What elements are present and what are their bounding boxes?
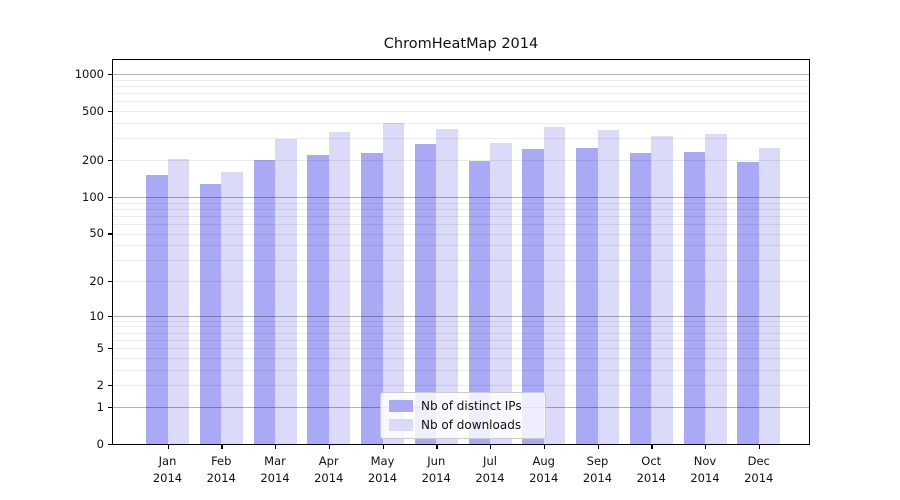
bar-distinct-ips-aug — [522, 149, 544, 444]
bar-downloads-oct — [651, 136, 673, 444]
bar-distinct-ips-mar — [253, 160, 275, 444]
y-tick-label-20: 20 — [89, 273, 104, 288]
x-tick-label-nov: Nov 2014 — [690, 454, 720, 485]
x-tick-mark — [758, 445, 761, 449]
legend-item-downloads: Nb of downloads — [389, 418, 537, 432]
x-tick-mark — [436, 445, 438, 449]
bar-downloads-nov — [705, 134, 727, 444]
y-tick-mark — [108, 160, 112, 162]
y-tick-mark — [108, 74, 112, 76]
y-tick-label-5: 5 — [96, 341, 104, 356]
y-tick-label-200: 200 — [82, 153, 104, 168]
bar-distinct-ips-oct — [629, 153, 652, 444]
bar-downloads-apr — [328, 131, 351, 444]
bar-distinct-ips-feb — [199, 183, 222, 444]
y-tick-mark — [108, 348, 112, 350]
legend-item-distinct-ips: Nb of distinct IPs — [389, 399, 537, 413]
x-tick-label-mar: Mar 2014 — [260, 454, 290, 485]
bars-layer — [113, 60, 809, 444]
x-tick-label-jan: Jan 2014 — [152, 454, 183, 485]
bar-distinct-ips-apr — [307, 154, 329, 444]
plot-area: Nb of distinct IPs Nb of downloads — [112, 59, 810, 445]
y-tick-label-2: 2 — [96, 378, 104, 393]
y-tick-mark — [108, 444, 112, 446]
x-tick-mark — [490, 445, 492, 449]
legend-swatch-downloads — [389, 419, 413, 431]
y-tick-label-100: 100 — [82, 189, 104, 204]
x-tick-mark — [167, 445, 169, 449]
y-tick-label-10: 10 — [89, 308, 104, 323]
bar-downloads-feb — [221, 171, 243, 444]
bar-downloads-sep — [597, 130, 619, 444]
y-tick-mark — [108, 315, 112, 317]
x-tick-label-sep: Sep 2014 — [582, 454, 613, 485]
bar-distinct-ips-nov — [683, 151, 705, 444]
bar-distinct-ips-sep — [576, 147, 598, 444]
bar-downloads-aug — [543, 127, 566, 444]
y-tick-mark — [108, 385, 112, 387]
bar-downloads-jan — [167, 158, 189, 444]
bar-downloads-may — [382, 122, 404, 444]
y-tick-label-1: 1 — [96, 399, 104, 414]
x-tick-label-feb: Feb 2014 — [206, 454, 236, 485]
x-tick-mark — [705, 445, 707, 449]
x-tick-mark — [382, 445, 384, 449]
bar-distinct-ips-may — [361, 152, 383, 444]
x-tick-mark — [275, 445, 277, 449]
bar-downloads-mar — [275, 139, 297, 444]
x-tick-mark — [597, 445, 599, 449]
y-tick-label-1000: 1000 — [74, 67, 104, 82]
x-tick-label-oct: Oct 2014 — [636, 454, 666, 485]
bar-distinct-ips-jul — [468, 160, 490, 444]
legend-swatch-distinct-ips — [389, 400, 413, 412]
x-tick-label-jun: Jun 2014 — [421, 454, 451, 485]
bar-distinct-ips-jun — [414, 144, 437, 444]
bar-distinct-ips-dec — [737, 161, 759, 444]
y-tick-mark — [108, 280, 112, 283]
y-tick-label-0: 0 — [96, 437, 104, 451]
chart-title: ChromHeatMap 2014 — [383, 36, 539, 52]
y-tick-mark — [108, 406, 112, 409]
x-tick-label-dec: Dec 2014 — [744, 454, 774, 485]
y-tick-mark — [108, 196, 112, 199]
x-tick-label-may: May 2014 — [367, 454, 398, 485]
legend-label: Nb of downloads — [421, 418, 522, 432]
x-tick-mark — [221, 445, 223, 449]
bar-downloads-dec — [758, 147, 781, 444]
x-tick-label-jul: Jul 2014 — [475, 454, 505, 485]
x-tick-label-aug: Aug 2014 — [529, 454, 559, 485]
legend-label: Nb of distinct IPs — [421, 399, 522, 413]
y-tick-label-500: 500 — [82, 104, 104, 119]
x-tick-mark — [328, 445, 331, 449]
bar-downloads-jul — [490, 142, 512, 444]
bar-distinct-ips-jan — [146, 175, 168, 444]
x-tick-mark — [543, 445, 546, 449]
x-tick-label-apr: Apr 2014 — [314, 454, 344, 485]
y-tick-mark — [108, 111, 112, 113]
y-tick-mark — [108, 233, 112, 235]
bar-downloads-jun — [436, 129, 458, 444]
legend: Nb of distinct IPs Nb of downloads — [380, 392, 546, 439]
y-tick-label-50: 50 — [89, 226, 104, 241]
x-tick-mark — [651, 445, 653, 449]
